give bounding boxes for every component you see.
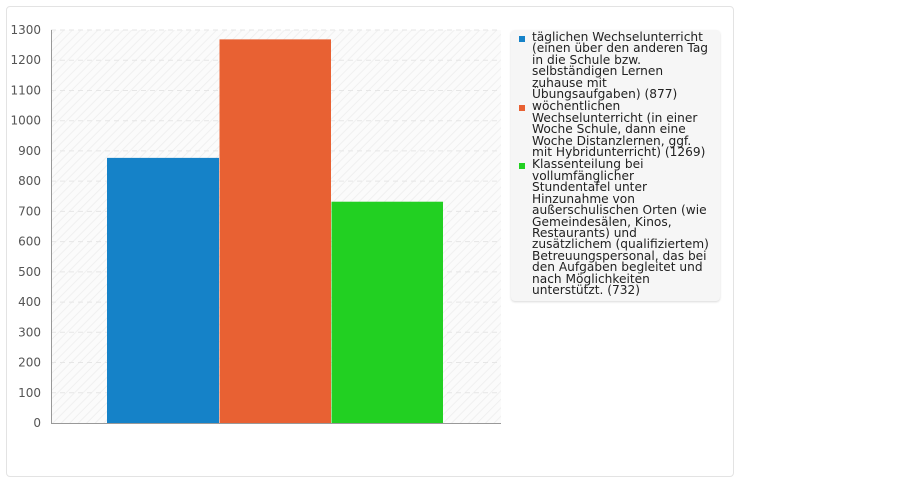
y-tick-label: 600 bbox=[18, 235, 41, 249]
y-tick-label: 1100 bbox=[10, 83, 41, 97]
y-tick-label: 300 bbox=[18, 325, 41, 339]
y-tick-label: 800 bbox=[18, 174, 41, 188]
y-tick-label: 100 bbox=[18, 386, 41, 400]
legend-label: täglichen Wechselunterricht (einen über … bbox=[532, 30, 709, 102]
bar bbox=[331, 201, 443, 423]
legend-label: wöchentlichen Wechselunterricht (in eine… bbox=[532, 99, 706, 160]
y-tick-label: 400 bbox=[18, 295, 41, 309]
legend-label: Klassenteilung bei vollumfänglicher Stun… bbox=[532, 157, 709, 297]
axes: 0 100 200 300 400 500 600 700 800 900 1000 1100 1200… bbox=[10, 23, 501, 430]
legend-item[interactable]: wöchentlichen Wechselunterricht (in eine… bbox=[519, 99, 712, 160]
bar bbox=[107, 157, 219, 423]
legend-swatch bbox=[519, 36, 525, 42]
legend-swatch bbox=[519, 105, 525, 112]
legend-swatch bbox=[519, 163, 525, 170]
y-tick-label: 700 bbox=[18, 204, 41, 218]
y-tick-label: 500 bbox=[18, 265, 41, 279]
legend-item[interactable]: täglichen Wechselunterricht (einen über … bbox=[519, 30, 712, 102]
y-tick-label: 1300 bbox=[10, 23, 41, 37]
bar bbox=[219, 39, 331, 423]
y-tick-label: 200 bbox=[18, 356, 41, 370]
legend: täglichen Wechselunterricht (einen über … bbox=[511, 30, 720, 302]
bars bbox=[107, 39, 443, 423]
y-tick-label: 1000 bbox=[10, 114, 41, 128]
y-tick-label: 900 bbox=[18, 144, 41, 158]
y-tick-label: 0 bbox=[33, 416, 41, 430]
legend-item[interactable]: Klassenteilung bei vollumfänglicher Stun… bbox=[519, 157, 712, 297]
y-tick-label: 1200 bbox=[10, 53, 41, 67]
